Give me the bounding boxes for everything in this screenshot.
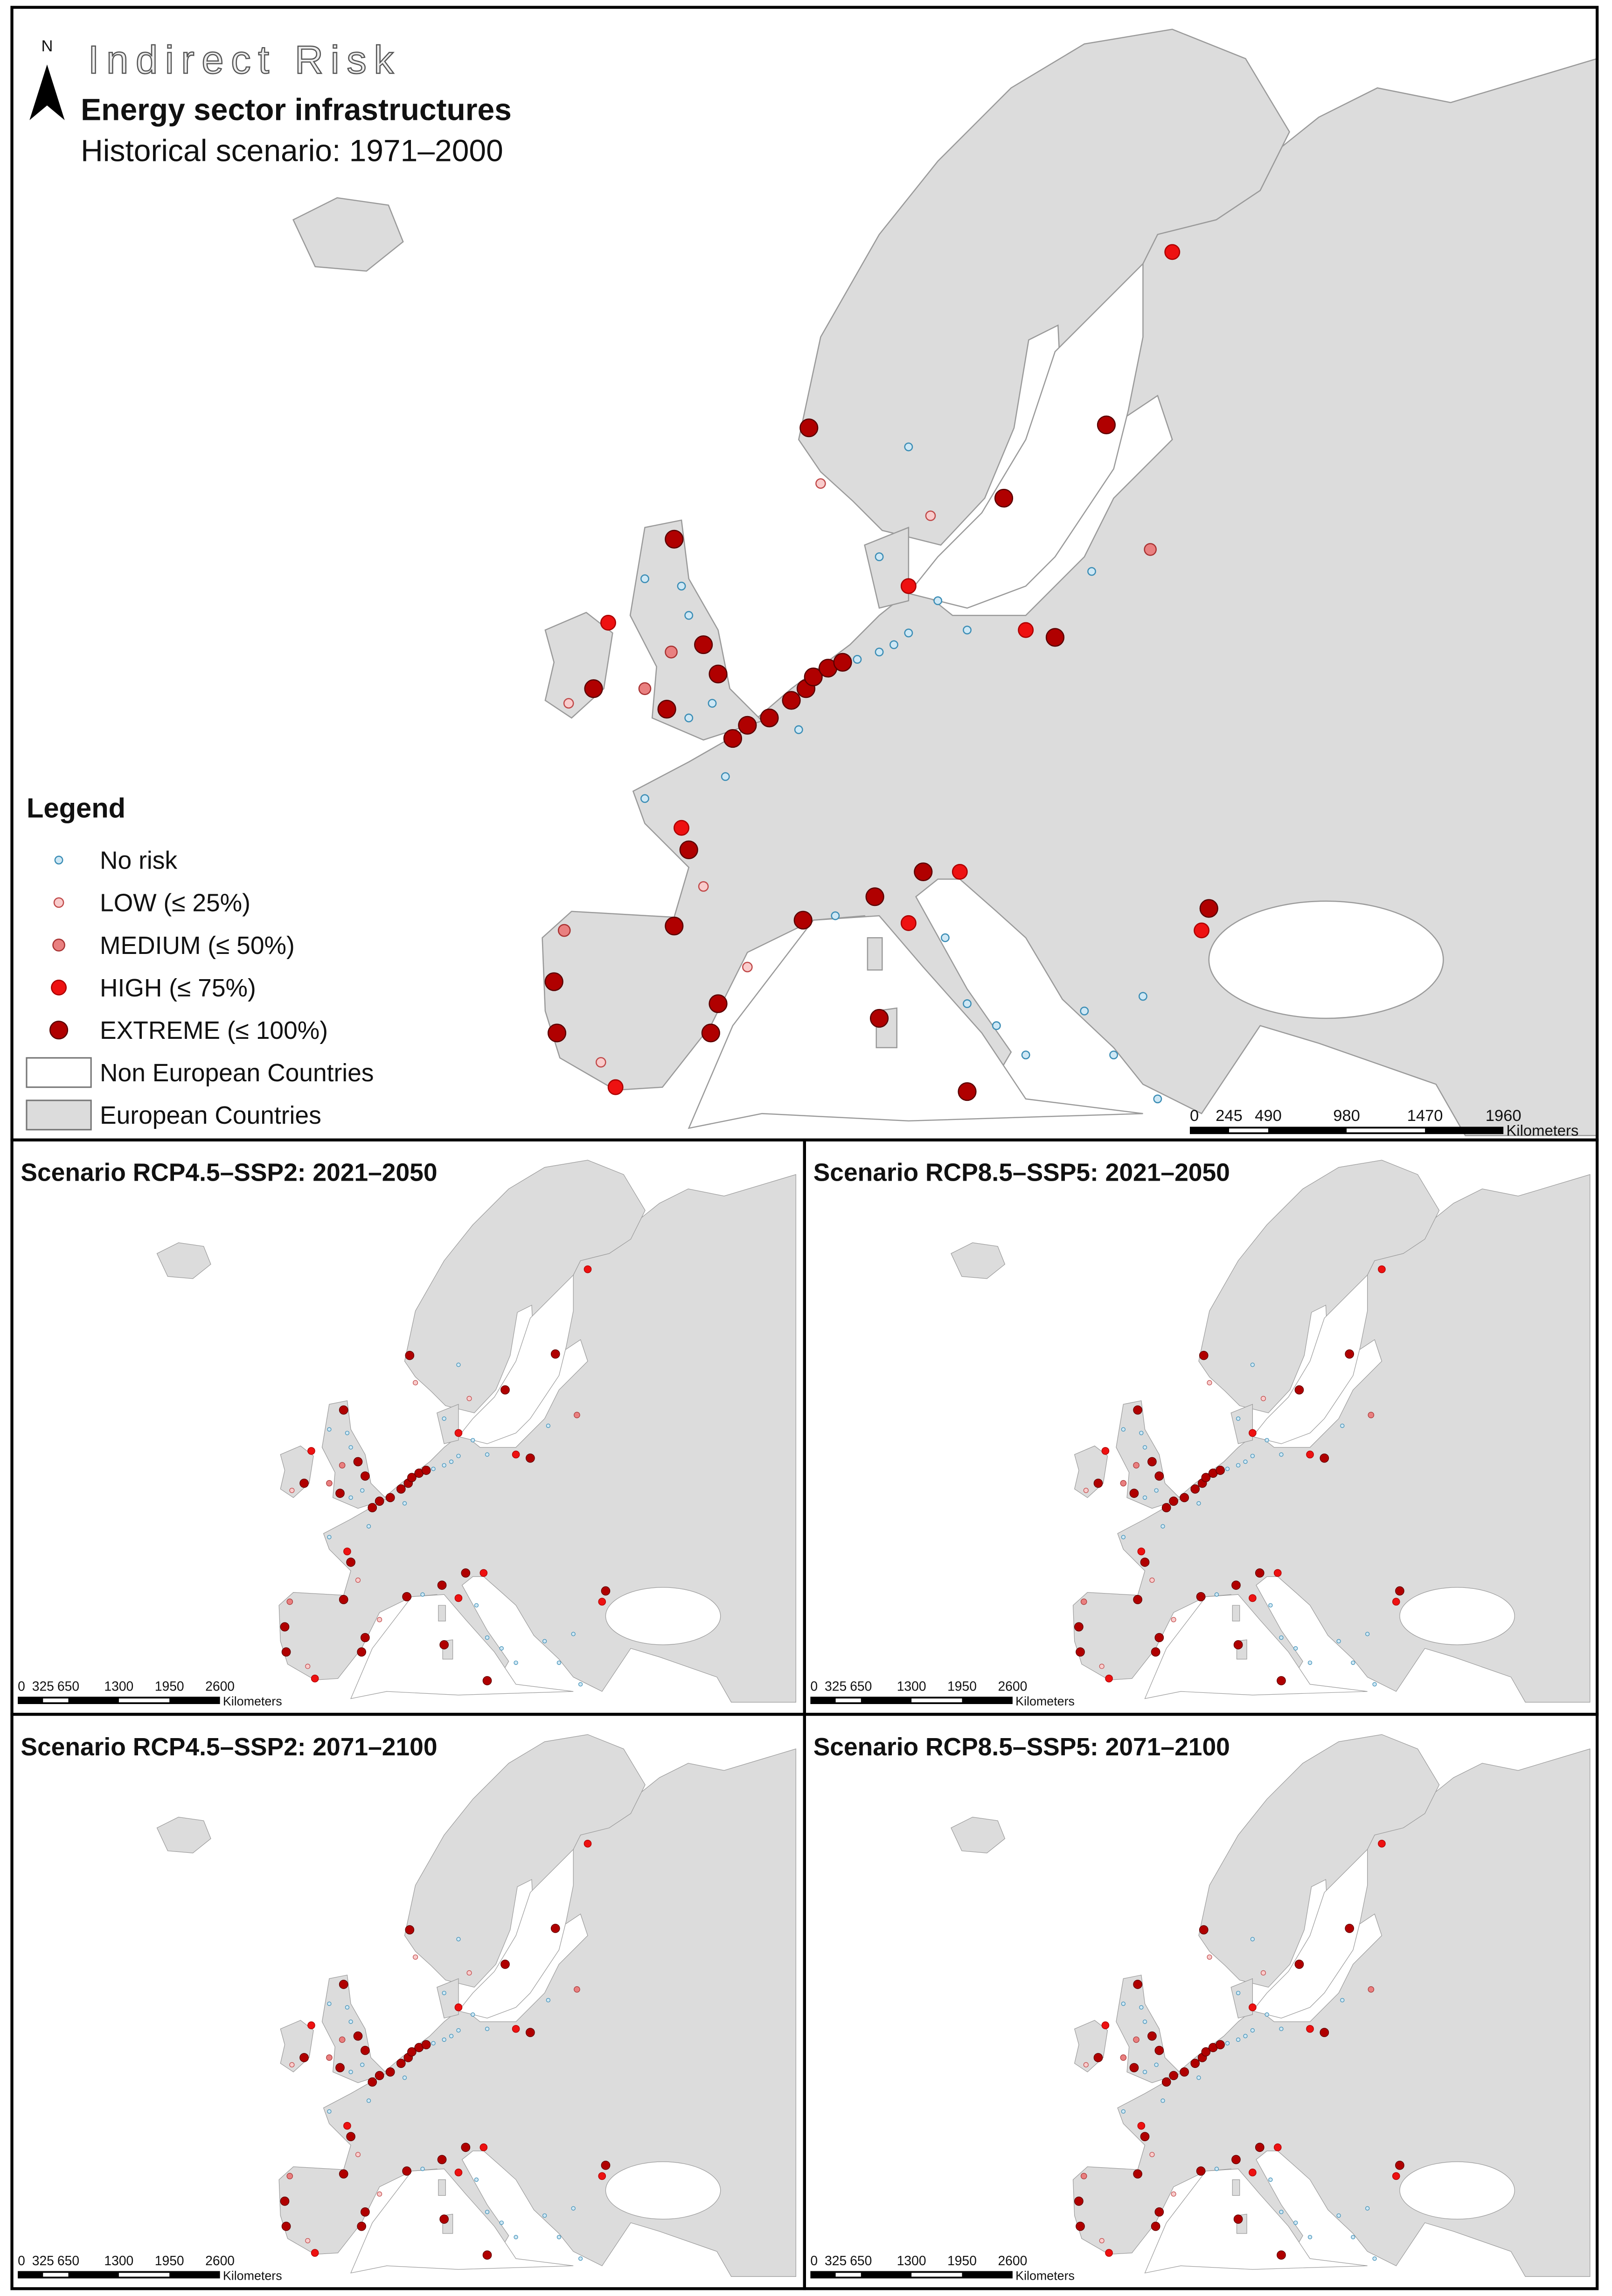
- scale-unit: Kilometers: [223, 2268, 282, 2282]
- scale-bar-segment: [118, 2273, 170, 2277]
- scale-bar-segment: [911, 2273, 962, 2277]
- scale-bar-segment: [1347, 1128, 1425, 1133]
- scale-unit: Kilometers: [1506, 1121, 1578, 1139]
- frame: [803, 1712, 1599, 2290]
- north-label: N: [41, 37, 53, 55]
- legend-label: EXTREME (≤ 100%): [100, 1017, 328, 1044]
- map-subtitle: Energy sector infrastructures: [81, 92, 512, 127]
- scale-label: 1300: [897, 1679, 926, 1694]
- scale-label: 980: [1333, 1107, 1360, 1125]
- scale-label: 1950: [947, 2253, 977, 2268]
- panel-title: Scenario RCP8.5–SSP5: 2021–2050: [813, 1159, 1230, 1187]
- scale-label: 0: [18, 1679, 25, 1694]
- scale-bar-segment: [1229, 1128, 1268, 1133]
- scale-label: 1300: [104, 2253, 133, 2268]
- legend-label: Non European Countries: [100, 1059, 374, 1087]
- legend-symbol: [26, 1057, 92, 1088]
- scale-unit: Kilometers: [1015, 2268, 1075, 2282]
- scale-label: 245: [1216, 1107, 1243, 1125]
- panel-title: Scenario RCP4.5–SSP2: 2021–2050: [21, 1159, 437, 1187]
- panel-title: Scenario RCP4.5–SSP2: 2071–2100: [21, 1733, 437, 1761]
- legend-label: European Countries: [100, 1102, 321, 1129]
- panel-map: [156, 1160, 797, 1703]
- legend-symbol: [53, 897, 64, 908]
- scale-label: 1950: [155, 2253, 184, 2268]
- scale-label: 0: [810, 2253, 818, 2268]
- scale-bar-segment: [911, 1698, 962, 1703]
- map-title: Indirect Risk: [88, 37, 401, 82]
- scale-label: 1960: [1486, 1107, 1522, 1125]
- legend-symbol: [49, 1021, 69, 1040]
- scale-bar-segment: [835, 1698, 861, 1703]
- legend-label: HIGH (≤ 75%): [100, 974, 256, 1002]
- panel-title: Scenario RCP8.5–SSP5: 2071–2100: [813, 1733, 1230, 1761]
- scenario-label: Historical scenario: 1971–2000: [81, 133, 503, 168]
- legend-label: No risk: [100, 847, 177, 875]
- scale-unit: Kilometers: [223, 1694, 282, 1708]
- legend-symbol: [51, 980, 67, 996]
- scale-bar-segment: [43, 2273, 69, 2277]
- scale-label: 325: [825, 2253, 847, 2268]
- legend-symbol: [54, 856, 63, 865]
- scale-label: 650: [57, 1679, 79, 1694]
- scale-label: 650: [57, 2253, 79, 2268]
- scale-unit: Kilometers: [1015, 1694, 1075, 1708]
- scale-bar-segment: [118, 1698, 170, 1703]
- scale-label: 2600: [998, 1679, 1027, 1694]
- scale-label: 1950: [947, 1679, 977, 1694]
- legend-symbol: [52, 939, 65, 952]
- main-map: [292, 28, 1598, 1136]
- north-arrow: [29, 64, 65, 120]
- scale-label: 490: [1255, 1107, 1282, 1125]
- scale-label: 1470: [1407, 1107, 1443, 1125]
- scale-label: 650: [850, 2253, 872, 2268]
- scale-label: 650: [850, 1679, 872, 1694]
- legend: Legend No risk LOW (≤ 25%) MEDIUM (≤ 50%) H…: [26, 793, 374, 1131]
- legend-title: Legend: [27, 793, 125, 824]
- panel-map: [951, 1734, 1591, 2277]
- scale-label: 2600: [205, 1679, 235, 1694]
- scale-label: 0: [18, 2253, 25, 2268]
- scale-label: 325: [32, 2253, 54, 2268]
- legend-label: MEDIUM (≤ 50%): [100, 932, 295, 960]
- scale-label: 2600: [205, 2253, 235, 2268]
- scale-label: 325: [32, 1679, 54, 1694]
- scale-label: 1300: [897, 2253, 926, 2268]
- scale-label: 2600: [998, 2253, 1027, 2268]
- panel-map: [951, 1160, 1591, 1703]
- legend-symbol: [26, 1099, 92, 1131]
- scale-bar-segment: [835, 2273, 861, 2277]
- scale-label: 0: [810, 1679, 818, 1694]
- scale-bar-segment: [43, 1698, 69, 1703]
- scale-label: 1300: [104, 1679, 133, 1694]
- scale-label: 0: [1190, 1107, 1199, 1125]
- panel-map: [156, 1734, 797, 2277]
- scale-label: 325: [825, 1679, 847, 1694]
- legend-label: LOW (≤ 25%): [100, 890, 250, 917]
- scale-label: 1950: [155, 1679, 184, 1694]
